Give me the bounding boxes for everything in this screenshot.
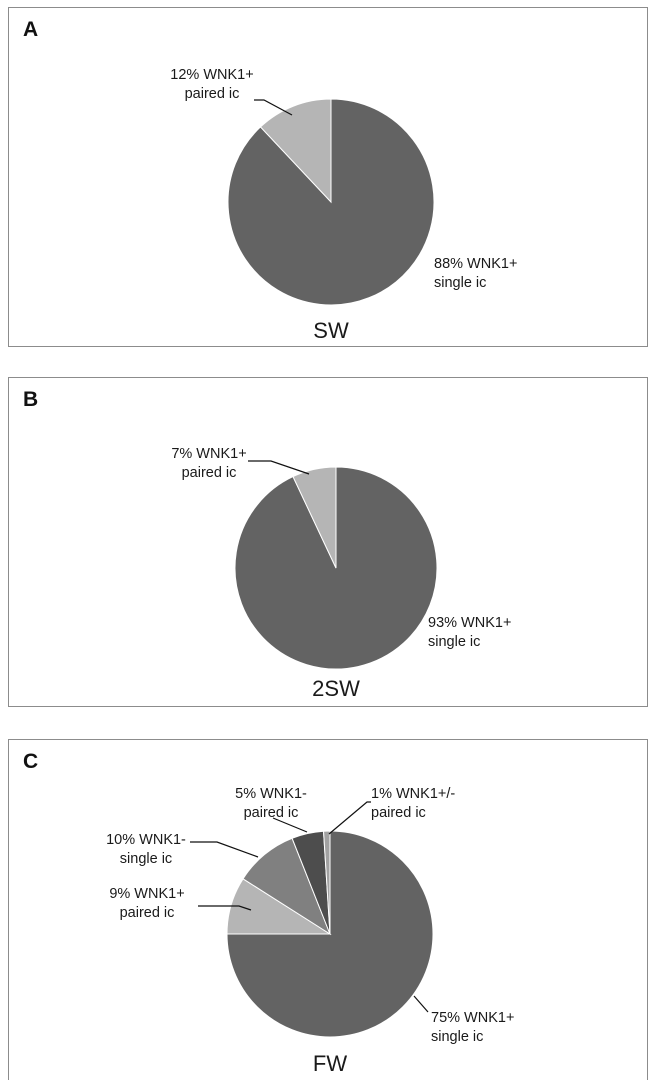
slice-label: 75% WNK1+ single ic <box>431 1010 514 1045</box>
slice-label: 88% WNK1+ single ic <box>434 256 517 291</box>
panel-c: C 75% WNK1+ single ic 9% WNK1+ paired ic 10%… <box>8 739 648 1080</box>
slice-label: 5% WNK1-paired ic <box>235 786 307 821</box>
chart-title: SW <box>313 318 349 343</box>
pie-slice <box>322 830 331 935</box>
leader-line <box>254 99 293 116</box>
slice-label: 10% WNK1-single ic <box>106 832 186 867</box>
pie-chart-fw: 75% WNK1+ single ic 9% WNK1+ paired ic 10% W… <box>106 786 514 1076</box>
leader-line <box>328 801 371 835</box>
panel-b: B 93% WNK1+ single ic 7% WNK1+ paired ic 2SW <box>8 377 648 707</box>
panel-letter: A <box>23 18 39 41</box>
pie-slice <box>227 98 435 306</box>
pie-chart-sw: 88% WNK1+ single ic 12% WNK1+ paired ic SW <box>170 67 517 343</box>
chart-title: FW <box>313 1051 347 1076</box>
pie-slice <box>292 466 337 569</box>
leader-line <box>272 817 308 833</box>
slice-label: 9% WNK1+ paired ic <box>109 886 184 921</box>
pie-slice <box>226 830 434 1038</box>
panel-letter: B <box>23 388 39 411</box>
slice-label: 1% WNK1+/-paired ic <box>371 786 455 821</box>
leader-line <box>198 905 252 911</box>
leader-line <box>413 995 429 1013</box>
slice-label: 93% WNK1+ single ic <box>428 615 511 650</box>
panel-letter: C <box>23 750 39 773</box>
chart-title: 2SW <box>312 676 360 701</box>
slice-label: 12% WNK1+ paired ic <box>170 67 253 102</box>
leader-line <box>248 460 310 475</box>
slice-label: 7% WNK1+ paired ic <box>171 446 246 481</box>
pie-slice <box>259 98 332 204</box>
panel-a: A 88% WNK1+ single ic 12% WNK1+ paired ic SW <box>8 7 648 347</box>
leader-line <box>190 841 259 858</box>
pie-chart-2sw: 93% WNK1+ single ic 7% WNK1+ paired ic 2SW <box>171 446 511 701</box>
